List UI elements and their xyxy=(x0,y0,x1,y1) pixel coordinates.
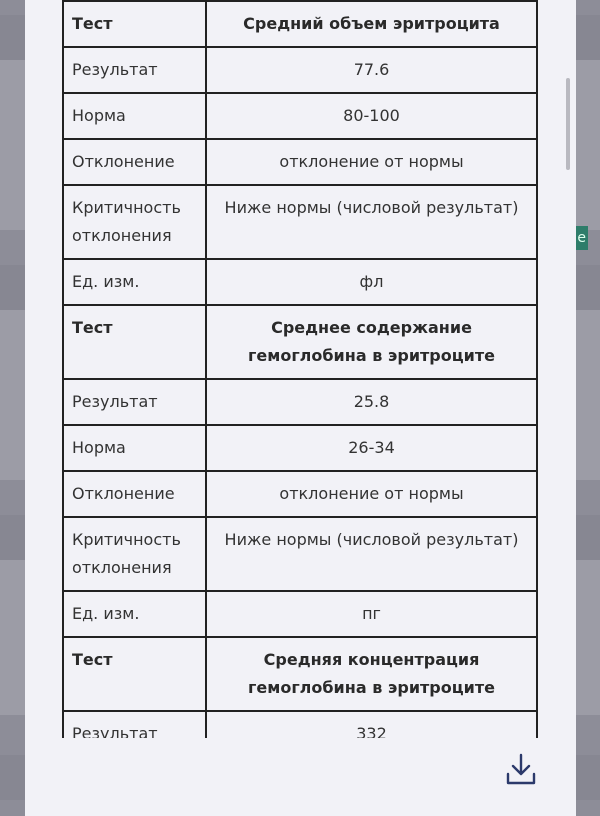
test-label: Тест xyxy=(62,304,207,380)
table-row: Отклонение отклонение от нормы xyxy=(62,470,538,518)
results-modal: Тест Средний объем эритроцита Результат 77.… xyxy=(25,0,576,816)
row-label: Результат xyxy=(62,46,207,94)
row-value: фл xyxy=(205,258,538,306)
table-row: Результат 25.8 xyxy=(62,378,538,426)
row-value: 26-34 xyxy=(205,424,538,472)
row-label: Результат xyxy=(62,710,207,738)
test-name: Средняя концентрация гемоглобина в эритр… xyxy=(205,636,538,712)
table-row: Норма 26-34 xyxy=(62,424,538,472)
row-label: Норма xyxy=(62,424,207,472)
table-row: Ед. изм. пг xyxy=(62,590,538,638)
test-header-row: Тест Среднее содержание гемоглобина в эри… xyxy=(62,304,538,380)
row-value: 25.8 xyxy=(205,378,538,426)
test-name: Средний объем эритроцита xyxy=(205,0,538,48)
table-row: Отклонение отклонение от нормы xyxy=(62,138,538,186)
row-label: Критичность отклонения xyxy=(62,516,207,592)
table-row: Результат 332 xyxy=(62,710,538,738)
table-row: Норма 80-100 xyxy=(62,92,538,140)
scrollbar[interactable] xyxy=(566,78,570,170)
row-label: Результат xyxy=(62,378,207,426)
row-label: Отклонение xyxy=(62,138,207,186)
row-value: отклонение от нормы xyxy=(205,470,538,518)
row-value: Ниже нормы (числовой результат) xyxy=(205,184,538,260)
row-label: Критичность отклонения xyxy=(62,184,207,260)
row-label: Норма xyxy=(62,92,207,140)
download-button[interactable] xyxy=(505,752,537,786)
row-value: пг xyxy=(205,590,538,638)
table-row: Критичность отклонения Ниже нормы (числов… xyxy=(62,516,538,592)
row-value: Ниже нормы (числовой результат) xyxy=(205,516,538,592)
test-header-row: Тест Средняя концентрация гемоглобина в э… xyxy=(62,636,538,712)
table-row: Результат 77.6 xyxy=(62,46,538,94)
download-icon xyxy=(506,753,536,785)
test-label: Тест xyxy=(62,0,207,48)
table-row: Ед. изм. фл xyxy=(62,258,538,306)
row-label: Ед. изм. xyxy=(62,590,207,638)
test-name: Среднее содержание гемоглобина в эритроц… xyxy=(205,304,538,380)
row-value: 80-100 xyxy=(205,92,538,140)
row-value: отклонение от нормы xyxy=(205,138,538,186)
row-value: 77.6 xyxy=(205,46,538,94)
results-table-scroll[interactable]: Тест Средний объем эритроцита Результат 77.… xyxy=(62,0,538,738)
test-label: Тест xyxy=(62,636,207,712)
row-label: Ед. изм. xyxy=(62,258,207,306)
results-table: Тест Средний объем эритроцита Результат 77.… xyxy=(62,0,538,738)
table-row: Критичность отклонения Ниже нормы (числов… xyxy=(62,184,538,260)
test-header-row: Тест Средний объем эритроцита xyxy=(62,0,538,48)
row-value: 332 xyxy=(205,710,538,738)
row-label: Отклонение xyxy=(62,470,207,518)
